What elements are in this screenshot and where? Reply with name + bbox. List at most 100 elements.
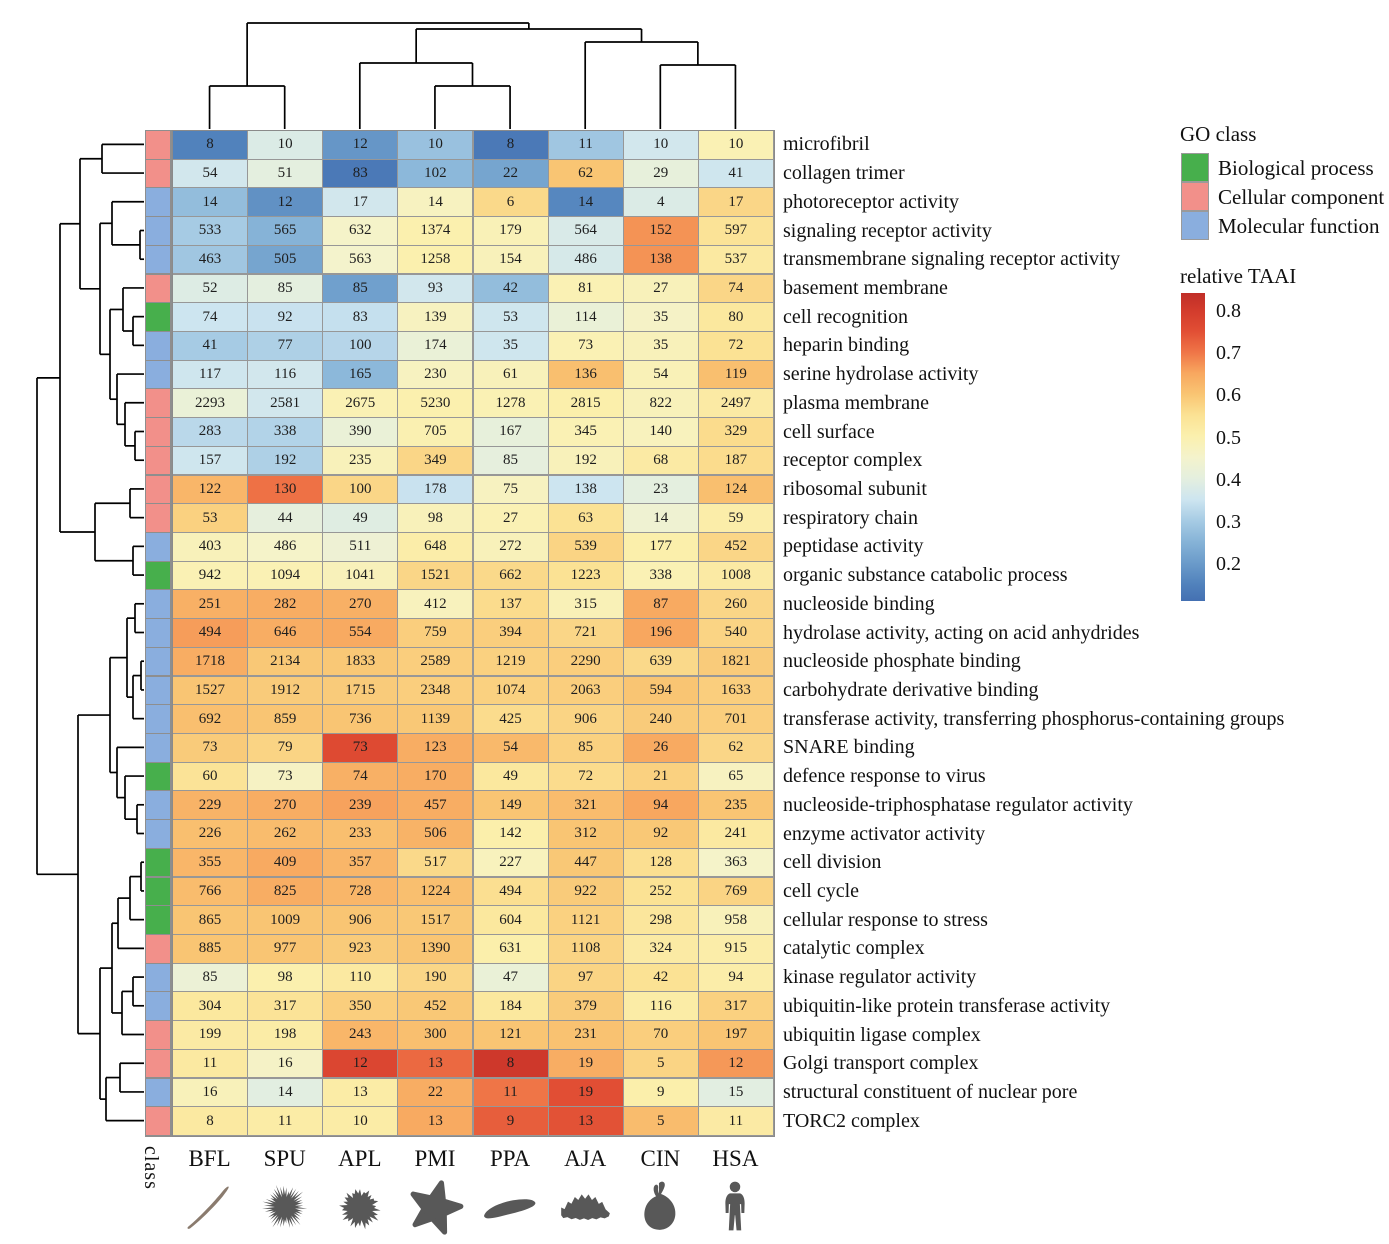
row-label: photoreceptor activity <box>783 190 960 213</box>
heatmap-cell: 662 <box>473 561 548 590</box>
heatmap-cell: 123 <box>398 734 473 762</box>
go-class-cell <box>146 762 170 791</box>
colorbar-tick-label: 0.4 <box>1216 468 1241 491</box>
heatmap-cell: 92 <box>248 303 323 331</box>
go-class-cell <box>146 820 170 848</box>
column-label: CIN <box>640 1146 681 1171</box>
heatmap-cell: 304 <box>173 992 248 1021</box>
heatmap-cell: 19 <box>548 1078 623 1107</box>
go-class-cell <box>146 877 170 906</box>
heatmap-cell: 59 <box>698 504 773 532</box>
heatmap-cell: 14 <box>623 504 698 532</box>
column-label: APL <box>338 1146 382 1171</box>
heatmap-cell: 54 <box>473 734 548 762</box>
heatmap-cell: 604 <box>473 906 548 934</box>
heatmap-cell: 2589 <box>398 647 473 676</box>
heatmap-cell: 906 <box>323 906 398 934</box>
heatmap-cell: 2290 <box>548 647 623 676</box>
heatmap-cell: 2497 <box>698 389 773 418</box>
row-label: SNARE binding <box>783 736 915 759</box>
heatmap-cell: 241 <box>698 820 773 848</box>
heatmap-cell: 42 <box>473 274 548 303</box>
heatmap-cell: 54 <box>173 159 248 188</box>
heatmap-cell: 251 <box>173 590 248 619</box>
heatmap-cell: 463 <box>173 245 248 274</box>
row-label: catalytic complex <box>783 937 925 960</box>
heatmap-cell: 1108 <box>548 935 623 963</box>
go-class-cell <box>146 676 170 705</box>
heatmap-cell: 73 <box>548 332 623 360</box>
heatmap-cell: 13 <box>398 1049 473 1078</box>
heatmap-cell: 565 <box>248 217 323 245</box>
heatmap-cell: 2134 <box>248 647 323 676</box>
heatmap-cell: 41 <box>173 332 248 360</box>
row-label: nucleoside phosphate binding <box>783 650 1021 673</box>
row-label: ribosomal subunit <box>783 477 927 500</box>
heatmap-cell: 116 <box>623 992 698 1021</box>
row-label: cellular response to stress <box>783 908 988 931</box>
heatmap-cell: 1718 <box>173 647 248 676</box>
heatmap-cell: 8 <box>473 131 548 159</box>
heatmap-cell: 52 <box>173 274 248 303</box>
go-class-cell <box>146 332 170 360</box>
heatmap-cell: 62 <box>698 734 773 762</box>
heatmap-cell: 272 <box>473 533 548 561</box>
heatmap-cell: 11 <box>698 1107 773 1135</box>
heatmap-cell: 243 <box>323 1021 398 1049</box>
heatmap-cell: 270 <box>323 590 398 619</box>
heatmap-cell: 130 <box>248 475 323 504</box>
go-class-cell <box>146 389 170 418</box>
heatmap-cell: 117 <box>173 360 248 389</box>
heatmap-cell: 138 <box>548 475 623 504</box>
go-class-cell <box>146 906 170 934</box>
heatmap-cell: 226 <box>173 820 248 848</box>
heatmap-cell: 517 <box>398 848 473 877</box>
heatmap-cell: 85 <box>548 734 623 762</box>
heatmap-cell: 317 <box>698 992 773 1021</box>
heatmap-cell: 73 <box>248 762 323 791</box>
heatmap-cell: 74 <box>323 762 398 791</box>
starfish-icon <box>410 1180 464 1235</box>
heatmap-cell: 63 <box>548 504 623 532</box>
heatmap-cell: 12 <box>698 1049 773 1078</box>
heatmap-cell: 1390 <box>398 935 473 963</box>
heatmap-cell: 1521 <box>398 561 473 590</box>
row-label: transmembrane signaling receptor activit… <box>783 248 1121 271</box>
heatmap-cell: 94 <box>698 963 773 992</box>
heatmap-cell: 705 <box>398 418 473 446</box>
heatmap-cell: 363 <box>698 848 773 877</box>
heatmap-cell: 338 <box>248 418 323 446</box>
heatmap-cell: 10 <box>398 131 473 159</box>
heatmap-cell: 14 <box>173 188 248 217</box>
column-label: AJA <box>564 1146 607 1171</box>
heatmap-cell: 54 <box>623 360 698 389</box>
column-label: SPU <box>263 1146 306 1171</box>
row-label: cell cycle <box>783 879 860 902</box>
heatmap-cell: 94 <box>623 791 698 820</box>
heatmap-cell: 128 <box>623 848 698 877</box>
go-class-cell <box>146 992 170 1021</box>
heatmap-cell: 73 <box>323 734 398 762</box>
heatmap-cell: 317 <box>248 992 323 1021</box>
heatmap-cell: 16 <box>248 1049 323 1078</box>
heatmap-cell: 1912 <box>248 676 323 705</box>
row-label: serine hydrolase activity <box>783 363 979 386</box>
heatmap-cell: 486 <box>548 245 623 274</box>
heatmap-cell: 631 <box>473 935 548 963</box>
heatmap-cell: 12 <box>323 1049 398 1078</box>
heatmap-cell: 505 <box>248 245 323 274</box>
go-class-cell <box>146 1078 170 1107</box>
go-class-legend-title: GO class <box>1180 122 1257 146</box>
heatmap-cell: 229 <box>173 791 248 820</box>
heatmap-cell: 16 <box>173 1078 248 1107</box>
heatmap-cell: 22 <box>398 1078 473 1107</box>
heatmap-cell: 62 <box>548 159 623 188</box>
heatmap-cell: 12 <box>323 131 398 159</box>
heatmap-cell: 187 <box>698 446 773 475</box>
heatmap-cell: 1715 <box>323 676 398 705</box>
acorn-worm-icon <box>484 1199 536 1219</box>
heatmap-cell: 494 <box>473 877 548 906</box>
heatmap-cell: 2293 <box>173 389 248 418</box>
heatmap-cell: 192 <box>248 446 323 475</box>
row-label: nucleoside binding <box>783 592 935 615</box>
